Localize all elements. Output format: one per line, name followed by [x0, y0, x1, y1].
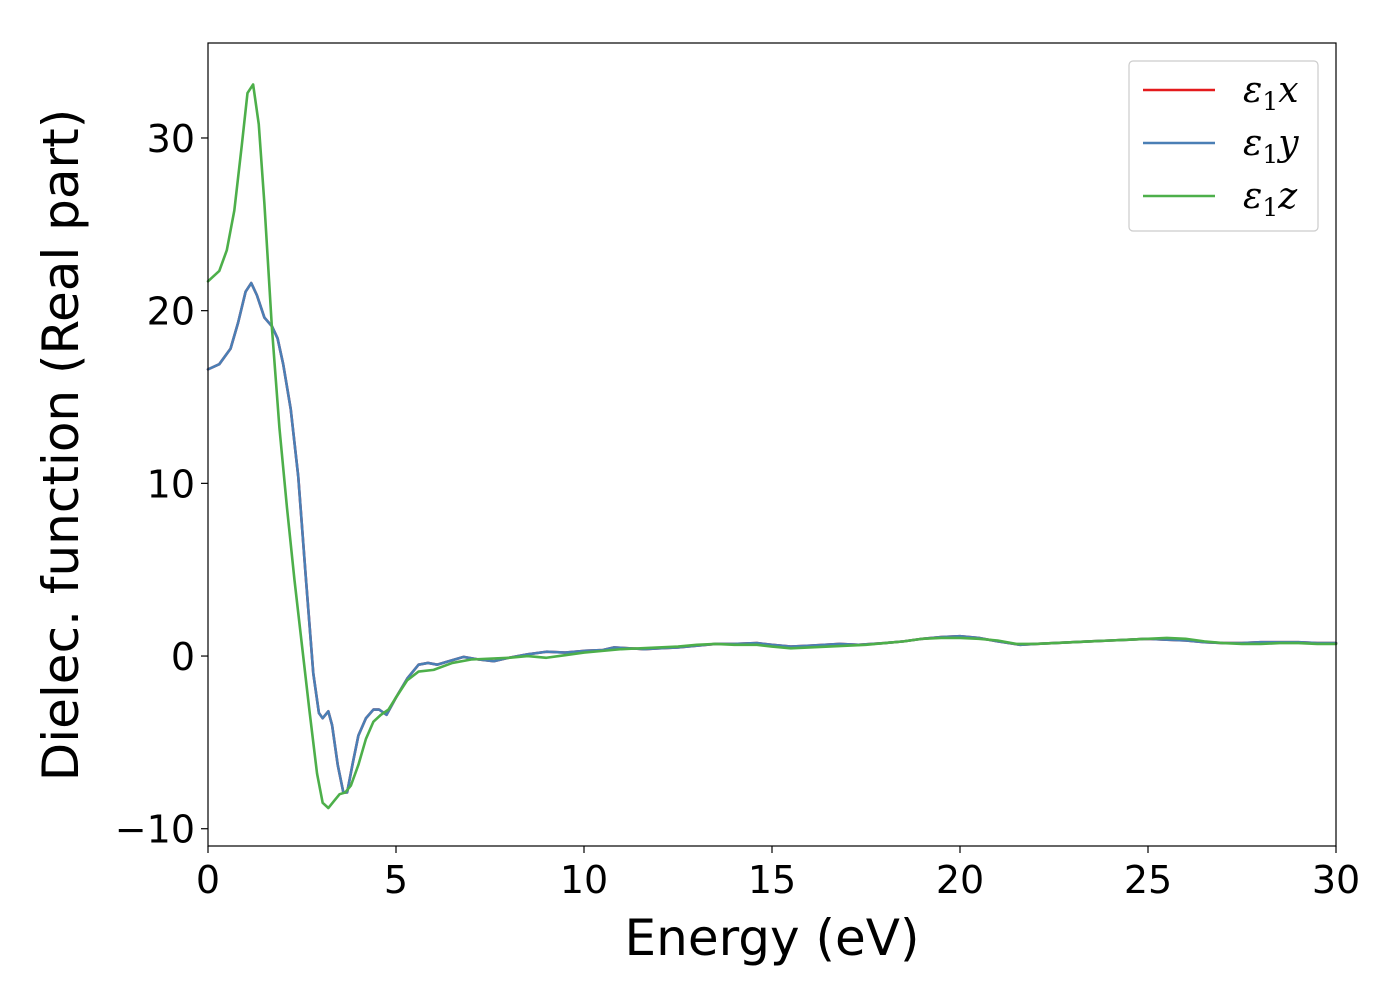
x-tick-label: 20 — [936, 858, 984, 902]
series-line-y — [206, 281, 1338, 794]
legend-label-x: ε1x — [1243, 70, 1299, 116]
y-tick-label: −10 — [115, 808, 195, 852]
legend-label-y: ε1y — [1243, 123, 1299, 169]
x-tick-label: 0 — [196, 858, 220, 902]
plot-frame — [207, 42, 1337, 847]
series-layer — [206, 83, 1338, 810]
x-tick-label: 5 — [384, 858, 408, 902]
y-tick-label: 20 — [147, 290, 195, 334]
legend-label-z: ε1z — [1243, 176, 1298, 222]
y-tick-label: 30 — [147, 117, 195, 161]
x-tick-label: 25 — [1124, 858, 1172, 902]
series-line-z — [206, 83, 1338, 810]
legend: ε1x ε1y ε1z — [1128, 60, 1319, 232]
series-line-x — [206, 281, 1338, 794]
y-axis-label: Dielec. function (Real part) — [32, 109, 90, 781]
x-tick-label: 30 — [1312, 858, 1360, 902]
y-tick-label: 0 — [171, 635, 195, 679]
legend-box — [1128, 60, 1319, 232]
y-tick-label: 10 — [147, 462, 195, 506]
x-axis-label: Energy (eV) — [625, 909, 920, 967]
x-tick-label: 10 — [560, 858, 608, 902]
x-tick-label: 15 — [748, 858, 796, 902]
legend-entries: ε1x ε1y ε1z — [1143, 70, 1299, 222]
